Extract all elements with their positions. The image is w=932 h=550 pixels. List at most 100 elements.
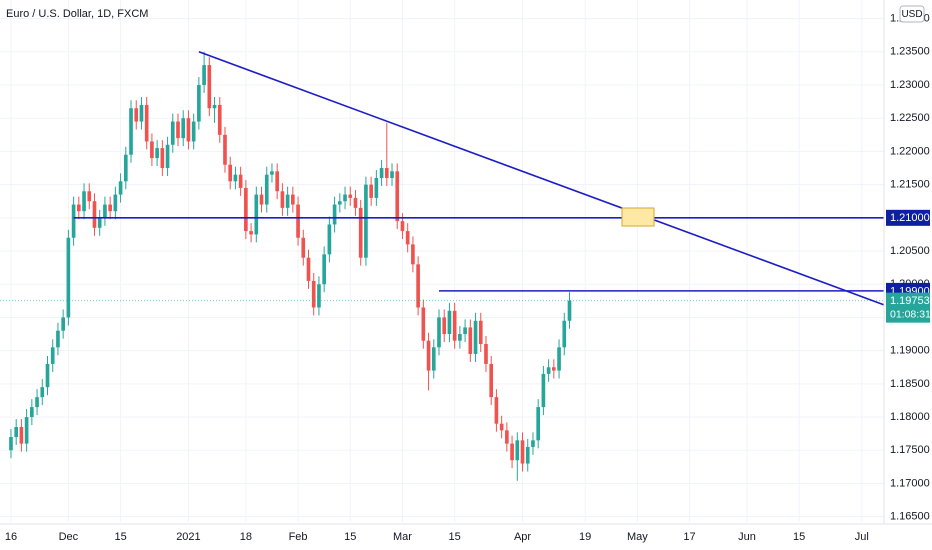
highlight-box xyxy=(621,207,655,227)
candle-body xyxy=(463,327,467,335)
currency-badge[interactable] xyxy=(899,5,925,23)
candle-body xyxy=(238,174,243,188)
candle-body xyxy=(254,194,259,235)
y-tick-label: 1.19000 xyxy=(890,345,930,357)
x-tick-label: Apr xyxy=(514,531,531,543)
candle-body xyxy=(66,237,71,318)
candle-body xyxy=(478,320,483,345)
candle-body xyxy=(82,191,86,212)
candle-body xyxy=(364,184,368,258)
x-tick-label: 15 xyxy=(344,531,356,543)
candle-body xyxy=(212,104,217,109)
candle-body xyxy=(249,231,253,235)
candle-body xyxy=(217,104,222,135)
price-label-box xyxy=(886,209,930,226)
candle-body xyxy=(19,427,24,444)
candle-body xyxy=(233,174,238,182)
candle-body xyxy=(144,104,149,142)
candle-body xyxy=(45,363,50,388)
candle-body xyxy=(416,264,420,308)
candle-body xyxy=(291,194,295,205)
candle-body xyxy=(421,307,426,341)
candle-body xyxy=(181,118,186,139)
candle-body xyxy=(484,344,488,364)
candle-body xyxy=(264,174,269,205)
candle-body xyxy=(170,121,175,145)
candle-body xyxy=(541,373,546,408)
candle-body xyxy=(30,407,34,418)
candle-body xyxy=(337,201,342,205)
candle-body xyxy=(207,65,212,109)
candle-body xyxy=(546,367,551,374)
candle-body xyxy=(123,154,128,182)
candle-body xyxy=(103,204,107,218)
candle-body xyxy=(531,440,535,447)
candle-body xyxy=(280,191,285,208)
x-tick-label: Jun xyxy=(738,531,756,543)
candle-body xyxy=(494,397,499,424)
y-tick-label: 1.20500 xyxy=(890,245,930,257)
candle-body xyxy=(442,317,447,335)
candle-body xyxy=(285,194,290,208)
candle-body xyxy=(499,423,504,431)
y-tick-label: 1.18500 xyxy=(890,378,930,390)
candle-body xyxy=(489,363,494,398)
y-tick-label: 1.18000 xyxy=(890,411,930,423)
x-tick-label: 15 xyxy=(793,531,805,543)
candle-body xyxy=(228,164,233,182)
candle-body xyxy=(358,207,363,258)
y-tick-label: 1.17000 xyxy=(890,477,930,489)
x-tick-label: 19 xyxy=(579,531,591,543)
candle-body xyxy=(306,257,311,281)
candle-body xyxy=(348,194,353,198)
x-tick-label: 15 xyxy=(114,531,126,543)
candle-body xyxy=(557,347,561,371)
candle-body xyxy=(567,300,572,321)
y-tick-label: 1.22000 xyxy=(890,145,930,157)
trendline xyxy=(198,51,885,306)
candle-body xyxy=(437,317,441,348)
candle-body xyxy=(35,397,39,408)
candle-body xyxy=(301,237,306,258)
candle-body xyxy=(468,327,473,354)
candle-body xyxy=(197,85,201,122)
y-tick-label: 1.16500 xyxy=(890,511,930,523)
candle-body xyxy=(431,347,436,371)
candle-body xyxy=(374,177,379,198)
candle-body xyxy=(223,134,227,165)
candle-body xyxy=(270,171,274,175)
candle-body xyxy=(426,340,431,371)
candle-body xyxy=(395,171,400,222)
candle-body xyxy=(552,367,556,371)
candle-body xyxy=(40,387,45,398)
candle-body xyxy=(9,436,13,451)
x-tick-label: 2021 xyxy=(176,531,200,543)
candle-body xyxy=(525,446,530,464)
candle-body xyxy=(56,330,60,348)
candle-body xyxy=(510,443,514,461)
candle-body xyxy=(118,181,123,195)
candle-body xyxy=(92,201,97,228)
currency-label[interactable]: USD xyxy=(901,9,922,20)
candle-body xyxy=(405,231,410,245)
candle-body xyxy=(369,184,373,198)
candle-body xyxy=(473,320,478,354)
candle-body xyxy=(400,221,405,232)
price-label: 1.21000 xyxy=(890,212,930,224)
candle-body xyxy=(327,224,332,255)
x-tick-label: Feb xyxy=(289,531,308,543)
candle-body xyxy=(384,168,389,178)
candle-body xyxy=(296,204,300,238)
candle-body xyxy=(452,310,457,341)
y-tick-label: 1.23500 xyxy=(890,46,930,58)
y-tick-label: 1.21500 xyxy=(890,179,930,191)
x-tick-label: May xyxy=(627,531,648,543)
candle-body xyxy=(343,194,347,202)
candle-body xyxy=(311,280,316,308)
plot-area xyxy=(0,51,885,481)
x-tick-label: Dec xyxy=(59,531,79,543)
candle-body xyxy=(275,171,280,192)
candle-body xyxy=(379,168,384,178)
x-tick-label: Jul xyxy=(855,531,869,543)
